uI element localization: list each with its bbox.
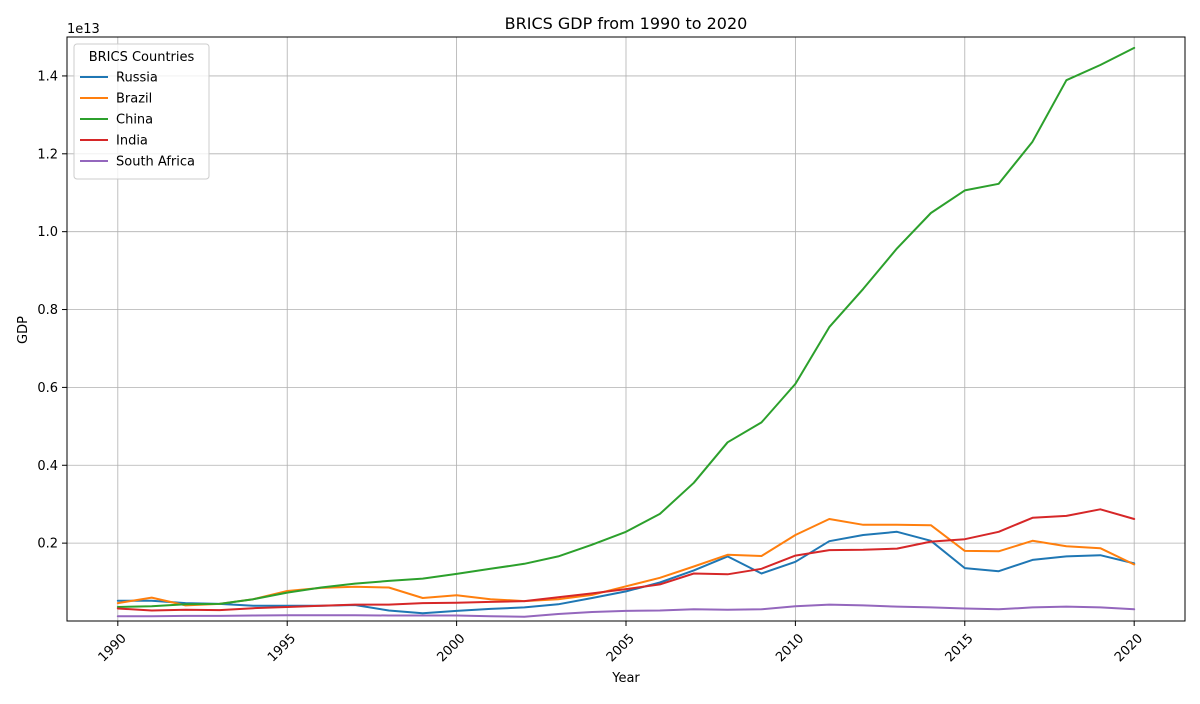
y-axis-title: GDP [16, 316, 31, 344]
series-line-russia [116, 530, 1136, 615]
legend: BRICS Countries Russia Brazil China India So… [73, 43, 210, 180]
x-tick-label: 2010 [773, 631, 807, 665]
legend-label-india: India [116, 134, 148, 149]
legend-title: BRICS Countries [89, 50, 195, 65]
x-tick-label: 2005 [604, 631, 638, 665]
x-tick-label: 2015 [943, 631, 977, 665]
y-tick-label: 0.8 [37, 303, 58, 318]
y-tick-label: 0.6 [37, 381, 58, 396]
x-tick-label: 2020 [1112, 631, 1146, 665]
y-tick-label: 1.4 [37, 69, 58, 84]
x-tick-label: 1990 [96, 631, 130, 665]
legend-label-brazil: Brazil [116, 92, 152, 107]
chart-title: BRICS GDP from 1990 to 2020 [505, 14, 748, 33]
series-line-south-africa [116, 603, 1136, 618]
series-line-india [116, 508, 1136, 612]
y-tick-label: 1.0 [37, 225, 58, 240]
x-tick-label: 2000 [434, 631, 468, 665]
y-tick-label: 0.2 [37, 537, 58, 552]
legend-label-china: China [116, 113, 153, 128]
y-tick-label: 0.4 [37, 459, 58, 474]
x-axis-title: Year [611, 671, 640, 686]
x-tick-label: 1995 [265, 631, 299, 665]
series-line-brazil [116, 518, 1136, 607]
y-offset-label: 1e13 [67, 22, 100, 37]
series-line-china [116, 46, 1136, 608]
y-axis-ticks: 0.2 0.4 0.6 0.8 1.0 1.2 1.4 [37, 69, 67, 552]
x-axis-ticks: 1990 1995 2000 2005 2010 2015 2020 [96, 621, 1146, 665]
legend-label-south-africa: South Africa [116, 155, 195, 170]
legend-label-russia: Russia [116, 71, 158, 86]
series-lines [116, 46, 1136, 618]
y-tick-label: 1.2 [37, 147, 58, 162]
grid [67, 37, 1185, 621]
